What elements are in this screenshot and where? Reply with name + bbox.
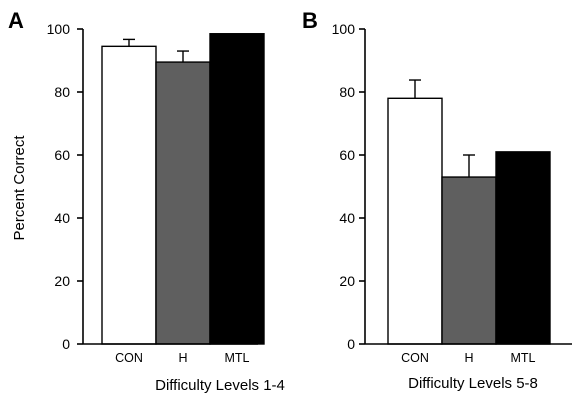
x-tick-label-mtl: MTL <box>225 351 250 365</box>
y-tick-label: 0 <box>62 336 70 352</box>
x-axis-title-b: Difficulty Levels 5-8 <box>408 375 538 392</box>
x-tick-label-h: H <box>464 351 473 365</box>
y-tick-label: 60 <box>339 147 355 163</box>
y-tick-label: 100 <box>332 21 356 37</box>
x-tick-label-con: CON <box>115 351 143 365</box>
y-tick-label: 20 <box>339 273 355 289</box>
x-axis-title-a: Difficulty Levels 1-4 <box>155 377 285 394</box>
bar-a-con <box>101 45 157 345</box>
panel-letter-b: B <box>302 8 318 33</box>
panel-b: B 0 20 40 60 80 100 CON H MTL Difficulty Levels… <box>302 8 572 392</box>
bars-b <box>387 97 551 345</box>
bar-b-h <box>441 176 497 345</box>
panel-a: A 0 20 40 60 80 100 CON H MTL Difficulty Levels… <box>8 8 285 394</box>
x-tick-labels-a: CON H MTL <box>115 351 249 365</box>
bar-b-con <box>387 97 443 345</box>
bar-a-mtl <box>209 33 265 345</box>
error-bars-a <box>123 38 189 63</box>
panel-letter-a: A <box>8 8 24 33</box>
y-tick-label: 40 <box>339 210 355 226</box>
y-tick-label: 80 <box>339 84 355 100</box>
bar-a-h <box>155 61 211 345</box>
y-tick-label: 100 <box>47 21 71 37</box>
y-tick-label: 80 <box>54 84 70 100</box>
x-tick-label-mtl: MTL <box>511 351 536 365</box>
x-tick-label-h: H <box>178 351 187 365</box>
y-tick-label: 40 <box>54 210 70 226</box>
bar-b-mtl <box>495 151 551 345</box>
y-tick-label: 0 <box>347 336 355 352</box>
bars-a <box>101 33 265 345</box>
y-ticks-b: 0 20 40 60 80 100 <box>332 21 365 352</box>
y-ticks-a: 0 20 40 60 80 100 <box>47 21 83 352</box>
error-bars-b <box>409 79 475 178</box>
y-axis-title: Percent Correct <box>11 135 28 241</box>
x-tick-label-con: CON <box>401 351 429 365</box>
y-tick-label: 20 <box>54 273 70 289</box>
y-tick-label: 60 <box>54 147 70 163</box>
x-tick-labels-b: CON H MTL <box>401 351 535 365</box>
